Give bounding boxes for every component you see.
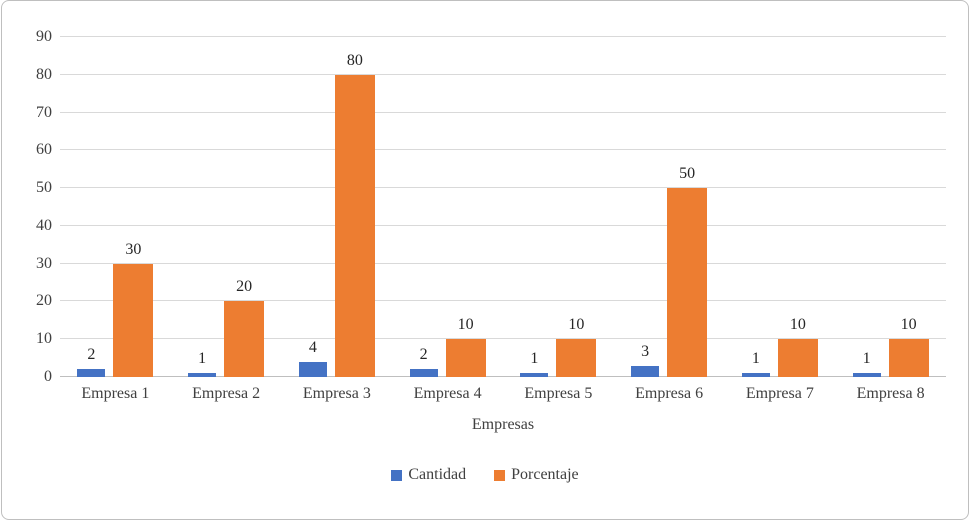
x-category-label: Empresa 4 (413, 385, 482, 402)
y-tick-label: 70 (36, 103, 52, 121)
y-tick-label: 60 (36, 141, 52, 159)
data-label: 4 (308, 338, 317, 356)
data-label: 1 (751, 350, 760, 368)
y-tick-label: 10 (36, 330, 52, 348)
data-label: 30 (125, 240, 142, 258)
bar-group: 1 10 (503, 37, 614, 377)
bar-cantidad: 3 (631, 343, 660, 377)
x-category-label: Empresa 1 (81, 385, 150, 402)
gridline (60, 262, 946, 264)
data-label: 3 (641, 342, 650, 360)
bar-group: 3 50 (614, 37, 725, 377)
legend-item-porcentaje: Porcentaje (494, 466, 579, 484)
y-tick-label: 80 (36, 65, 52, 83)
legend-swatch-cantidad (391, 469, 403, 481)
bar-porcentaje: 10 (888, 316, 929, 377)
data-label: 10 (900, 316, 917, 334)
bar-group: 1 10 (725, 37, 836, 377)
y-axis-tick-labels: 0 10 20 30 40 50 60 70 80 90 (14, 28, 52, 385)
data-label: 1 (530, 350, 539, 368)
gridline (60, 73, 946, 75)
bar-cantidad: 1 (188, 350, 217, 377)
gridline (60, 187, 946, 189)
bar-cantidad: 1 (852, 350, 881, 377)
bar-group: 1 10 (835, 37, 946, 377)
x-category-label: Empresa 2 (192, 385, 261, 402)
data-label: 2 (87, 346, 96, 364)
x-category-label: Empresa 3 (302, 385, 371, 402)
bar-cantidad: 2 (77, 346, 106, 377)
x-category-label: Empresa 6 (635, 385, 704, 402)
data-label: 1 (198, 350, 207, 368)
bar-group: 4 80 (282, 37, 393, 377)
legend-item-cantidad: Cantidad (391, 466, 466, 484)
bar-porcentaje: 30 (113, 241, 154, 377)
y-tick-label: 0 (44, 368, 52, 385)
bar-porcentaje: 20 (224, 278, 265, 377)
data-label: 10 (789, 316, 806, 334)
data-label: 10 (457, 316, 474, 334)
x-category-label: Empresa 8 (856, 385, 925, 402)
y-tick-label: 20 (36, 292, 52, 310)
x-category-label: Empresa 5 (524, 385, 593, 402)
bar-cantidad: 2 (409, 346, 438, 377)
data-label: 80 (346, 51, 363, 69)
bar-cantidad: 1 (741, 350, 770, 377)
y-tick-label: 90 (36, 28, 52, 45)
legend: Cantidad Porcentaje (2, 466, 968, 484)
bar-cantidad: 4 (298, 339, 327, 377)
data-label: 2 (419, 346, 428, 364)
data-label: 1 (862, 350, 871, 368)
x-category-label: Empresa 7 (745, 385, 814, 402)
gridline (60, 338, 946, 340)
legend-label: Porcentaje (511, 466, 579, 483)
x-axis-category-labels: Empresa 1 Empresa 2 Empresa 3 Empresa 4 Empr… (60, 385, 946, 403)
bar-porcentaje: 10 (777, 316, 818, 377)
gridline (60, 224, 946, 226)
plot-area: 2 30 1 20 4 80 2 10 1 10 3 50 1 10 1 10 (60, 36, 946, 377)
bar-porcentaje: 50 (667, 165, 708, 377)
x-axis-line (60, 376, 946, 377)
bar-porcentaje: 80 (334, 52, 375, 377)
legend-swatch-porcentaje (494, 469, 506, 481)
data-label: 50 (679, 165, 696, 183)
y-tick-label: 30 (36, 254, 52, 272)
bar-cantidad: 1 (520, 350, 549, 377)
y-tick-label: 50 (36, 179, 52, 197)
gridline (60, 36, 946, 37)
bar-group: 2 30 (60, 37, 171, 377)
y-tick-label: 40 (36, 216, 52, 234)
bar-group: 1 20 (171, 37, 282, 377)
x-axis-title: Empresas (471, 416, 535, 433)
bar-porcentaje: 10 (556, 316, 597, 377)
bar-porcentaje: 10 (445, 316, 486, 377)
gridline (60, 111, 946, 113)
gridline (60, 149, 946, 151)
legend-label: Cantidad (408, 466, 467, 483)
data-label: 20 (236, 278, 253, 296)
gridline (60, 300, 946, 302)
bar-group: 2 10 (392, 37, 503, 377)
data-label: 10 (568, 316, 585, 334)
bar-groups: 2 30 1 20 4 80 2 10 1 10 3 50 1 10 1 10 (60, 37, 946, 377)
